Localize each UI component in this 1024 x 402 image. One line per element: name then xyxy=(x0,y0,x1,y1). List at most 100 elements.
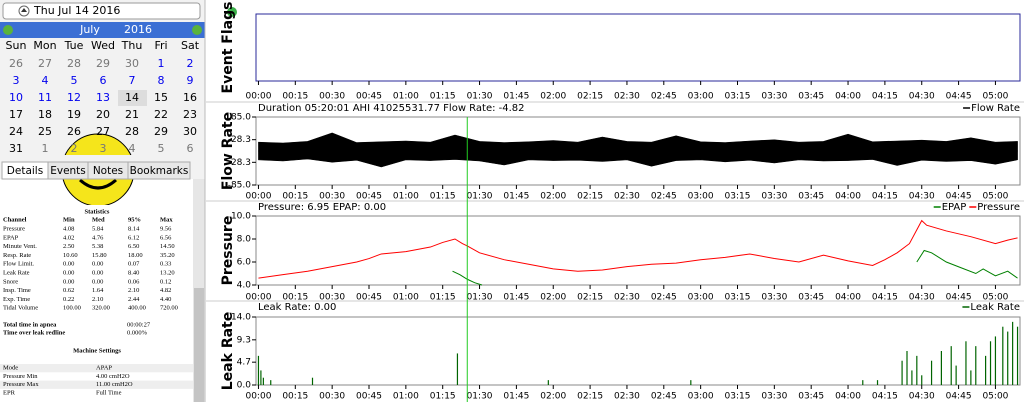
pin-icon[interactable] xyxy=(227,7,237,17)
x-tick-label: 02:30 xyxy=(614,392,640,402)
stats-cell: 35.20 xyxy=(160,252,175,259)
calendar-day[interactable]: 28 xyxy=(125,125,139,138)
x-tick-label: 02:15 xyxy=(577,92,603,102)
x-tick-label: 04:00 xyxy=(835,293,861,303)
x-tick-label: 01:15 xyxy=(430,392,456,402)
stats-cell: 0.22 xyxy=(63,296,74,303)
x-tick-label: 00:00 xyxy=(245,192,271,202)
calendar-day[interactable]: 10 xyxy=(9,91,23,104)
calendar-day[interactable]: 26 xyxy=(9,57,23,70)
date-field[interactable] xyxy=(2,2,201,20)
summary-cell: 0.000% xyxy=(127,329,148,336)
x-tick-label: 04:15 xyxy=(872,192,898,202)
calendar-day[interactable]: 18 xyxy=(38,108,52,121)
calendar-day[interactable]: 25 xyxy=(38,125,52,138)
graph-info: Leak Rate: 0.00 xyxy=(258,302,336,313)
stats-cell: 400.00 xyxy=(128,305,146,312)
calendar-day[interactable]: 2 xyxy=(71,142,78,155)
calendar-day[interactable]: 13 xyxy=(96,91,110,104)
calendar-day[interactable]: 29 xyxy=(96,57,110,70)
x-tick-label: 03:15 xyxy=(725,92,751,102)
calendar-day[interactable]: 16 xyxy=(183,91,197,104)
stats-cell: 9.56 xyxy=(160,225,172,232)
flow-wave xyxy=(258,132,1018,152)
calendar-day[interactable]: 22 xyxy=(154,108,168,121)
x-tick-label: 02:30 xyxy=(614,293,640,303)
tab-label: Details xyxy=(7,165,43,177)
calendar-day[interactable]: 5 xyxy=(71,74,78,87)
calendar-day[interactable]: 12 xyxy=(67,91,81,104)
calendar-day[interactable]: 21 xyxy=(125,108,139,121)
x-tick-label: 01:00 xyxy=(393,392,419,402)
stats-cell: 100.00 xyxy=(63,305,81,312)
x-tick-label: 03:30 xyxy=(761,192,787,202)
x-tick-label: 04:30 xyxy=(909,293,935,303)
stats-cell: 8.40 xyxy=(128,269,139,276)
calendar-day[interactable]: 11 xyxy=(38,91,52,104)
calendar-day[interactable]: 4 xyxy=(42,74,49,87)
x-tick-label: 05:00 xyxy=(982,192,1008,202)
x-tick-label: 02:15 xyxy=(577,392,603,402)
calendar-day[interactable]: 20 xyxy=(96,108,110,121)
x-tick-label: 00:00 xyxy=(245,293,271,303)
prev-month[interactable] xyxy=(3,25,13,35)
calendar-day[interactable]: 31 xyxy=(9,142,23,155)
calendar-day[interactable]: 27 xyxy=(38,57,52,70)
x-tick-label: 01:15 xyxy=(430,192,456,202)
calendar-day[interactable]: 26 xyxy=(67,125,81,138)
x-tick-label: 04:00 xyxy=(835,192,861,202)
calendar-day[interactable]: 5 xyxy=(158,142,165,155)
x-tick-label: 04:00 xyxy=(835,92,861,102)
calendar-day[interactable]: 19 xyxy=(67,108,81,121)
stats-cell: 14.50 xyxy=(160,243,175,250)
stats-cell: 0.00 xyxy=(63,269,74,276)
calendar-day[interactable]: 30 xyxy=(125,57,139,70)
y-tick-label: 4.0 xyxy=(237,281,252,291)
next-month[interactable] xyxy=(192,25,202,35)
calendar-day[interactable]: 15 xyxy=(154,91,168,104)
calendar-day[interactable]: 28 xyxy=(67,57,81,70)
calendar-day[interactable]: 1 xyxy=(158,57,165,70)
calendar-day[interactable]: 4 xyxy=(129,142,136,155)
stats-cell: 720.00 xyxy=(160,305,178,312)
tab[interactable] xyxy=(127,161,191,180)
calendar-day[interactable]: 6 xyxy=(100,74,107,87)
calendar-day[interactable]: 3 xyxy=(100,142,107,155)
settings-row-bg xyxy=(0,380,193,389)
day-name: Mon xyxy=(33,39,56,52)
x-tick-label: 02:15 xyxy=(577,192,603,202)
x-tick-label: 01:00 xyxy=(393,192,419,202)
settings-cell: APAP xyxy=(96,364,112,371)
calendar-day[interactable]: 9 xyxy=(187,74,194,87)
stats-cell: Flow Limit. xyxy=(3,261,34,268)
year-label[interactable]: 2016 xyxy=(124,23,152,36)
calendar-day[interactable]: 3 xyxy=(13,74,20,87)
x-tick-label: 02:30 xyxy=(614,192,640,202)
graph-title: Event Flags xyxy=(220,2,236,94)
calendar-day[interactable]: 2 xyxy=(187,57,194,70)
calendar-day[interactable]: 24 xyxy=(9,125,23,138)
x-tick-label: 03:00 xyxy=(688,92,714,102)
calendar-day[interactable]: 30 xyxy=(183,125,197,138)
calendar-day[interactable]: 6 xyxy=(187,142,194,155)
calendar-day[interactable]: 7 xyxy=(129,74,136,87)
calendar-day[interactable]: 1 xyxy=(42,142,49,155)
stats-cell: 0.00 xyxy=(92,269,103,276)
x-tick-label: 00:30 xyxy=(319,92,345,102)
scroll-thumb[interactable] xyxy=(194,288,204,402)
month-label[interactable]: July xyxy=(79,23,100,36)
calendar-day[interactable]: 17 xyxy=(9,108,23,121)
calendar-day[interactable]: 27 xyxy=(96,125,110,138)
x-tick-label: 00:30 xyxy=(319,293,345,303)
stats-cell: 1.64 xyxy=(92,287,104,294)
settings-cell: Pressure Min xyxy=(3,373,38,380)
stats-cell: 6.56 xyxy=(160,234,172,241)
stats-cell: 18.00 xyxy=(128,252,143,259)
calendar-day[interactable]: 14 xyxy=(125,91,139,104)
stats-title: Statistics xyxy=(85,208,110,215)
calendar-day[interactable]: 23 xyxy=(183,108,197,121)
stats-cell: 10.60 xyxy=(63,252,78,259)
calendar-day[interactable]: 8 xyxy=(158,74,165,87)
calendar-day[interactable]: 29 xyxy=(154,125,168,138)
